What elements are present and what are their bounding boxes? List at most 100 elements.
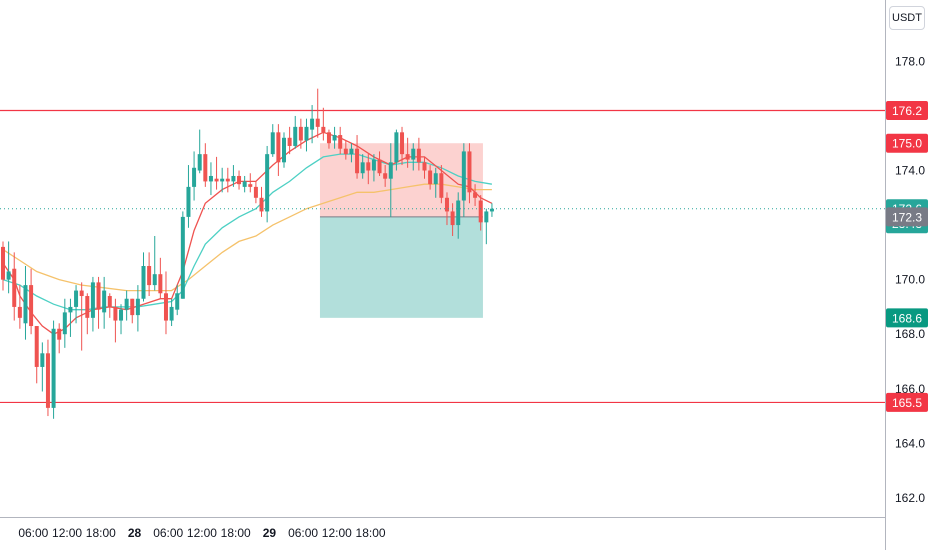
candle-body — [1, 246, 5, 280]
candle — [79, 282, 84, 351]
time-tick-label: 06:00 — [18, 526, 48, 540]
candle — [231, 165, 236, 187]
candle-body — [416, 148, 421, 163]
candle-body — [383, 173, 388, 179]
candle-body — [186, 186, 191, 217]
candle-body — [107, 296, 112, 307]
candle — [57, 323, 62, 354]
candle — [366, 154, 371, 185]
candle-body — [304, 126, 309, 141]
candle-body — [180, 216, 185, 299]
candle — [461, 143, 466, 217]
candle-body — [248, 184, 253, 187]
candle — [147, 252, 152, 297]
currency-button[interactable]: USDT — [889, 6, 925, 30]
price-tick-label: 170.0 — [895, 273, 925, 287]
price-axis[interactable]: 162.0164.0166.0168.0170.0172.0174.0176.0… — [895, 54, 925, 505]
candle — [310, 105, 315, 144]
candle — [68, 298, 73, 337]
candle-body — [411, 148, 416, 160]
candle — [23, 266, 28, 340]
candle-body — [489, 208, 494, 212]
candle — [214, 156, 219, 190]
time-tick-label: 12:00 — [52, 526, 82, 540]
horizontal-levels[interactable] — [0, 109, 885, 404]
candle — [343, 140, 348, 160]
candle-body — [79, 290, 84, 297]
candle — [208, 162, 213, 196]
candle — [17, 285, 22, 329]
candle-body — [57, 328, 62, 340]
candle-body — [343, 148, 348, 155]
candle-body — [124, 298, 129, 310]
price-tick-label: 164.0 — [895, 436, 925, 450]
time-axis[interactable]: 06:00 12:00 18:00 28 06:00 12:00 18:00 29 06:00 1… — [18, 526, 386, 540]
candle — [253, 181, 258, 204]
candle — [298, 118, 303, 149]
candle — [158, 257, 163, 299]
candle-body — [332, 135, 337, 141]
candle-body — [298, 126, 303, 141]
candle — [270, 124, 275, 157]
candle-body — [51, 328, 56, 408]
price-tag: 172.3 — [886, 207, 928, 227]
candle — [242, 175, 247, 193]
time-tick-label: 18:00 — [86, 526, 116, 540]
candle-body — [17, 306, 22, 318]
candle — [377, 151, 382, 176]
price-tag-background — [886, 308, 928, 328]
candle — [102, 276, 107, 329]
candle — [489, 203, 494, 217]
candle-body — [371, 159, 376, 171]
candle-body — [293, 126, 298, 146]
candle-body — [450, 211, 455, 226]
candle — [484, 208, 489, 245]
candle — [1, 241, 5, 291]
candle — [6, 241, 11, 294]
candle-body — [355, 148, 360, 174]
time-tick-label: 29 — [263, 526, 277, 540]
candle-body — [220, 178, 225, 182]
candle-body — [360, 162, 365, 174]
candle — [422, 156, 427, 179]
candle-body — [276, 132, 281, 163]
candle — [326, 129, 331, 149]
candle — [74, 285, 79, 324]
price-tick-label: 168.0 — [895, 327, 925, 341]
candle-body — [467, 151, 472, 193]
time-tick-label: 18:00 — [221, 526, 251, 540]
candle-body — [175, 293, 180, 310]
candle — [394, 129, 399, 171]
candle-body — [214, 178, 219, 182]
candle-body — [141, 266, 146, 299]
candle — [107, 293, 112, 318]
candle — [152, 235, 157, 291]
candle-body — [388, 162, 393, 179]
candle-body — [119, 309, 124, 321]
candle — [119, 304, 124, 335]
candle — [287, 126, 292, 155]
candle-body — [96, 282, 101, 310]
candle-body — [135, 298, 140, 316]
candle — [29, 268, 34, 335]
candle — [428, 165, 433, 190]
candle — [197, 129, 202, 174]
candle-body — [192, 167, 197, 187]
candle-body — [147, 266, 152, 286]
candle — [304, 118, 309, 152]
candle-body — [203, 154, 208, 182]
candle-body — [237, 175, 242, 185]
candle-body — [315, 118, 320, 127]
stop-loss-zone — [319, 143, 483, 217]
price-tag-background — [886, 392, 928, 412]
candle-body — [152, 274, 157, 286]
candle — [141, 252, 146, 302]
time-tick-label: 18:00 — [356, 526, 386, 540]
candle — [163, 271, 168, 335]
candle — [293, 115, 298, 149]
candle — [34, 326, 39, 384]
candle — [444, 192, 449, 226]
candle — [225, 167, 230, 193]
time-tick-label: 28 — [128, 526, 142, 540]
